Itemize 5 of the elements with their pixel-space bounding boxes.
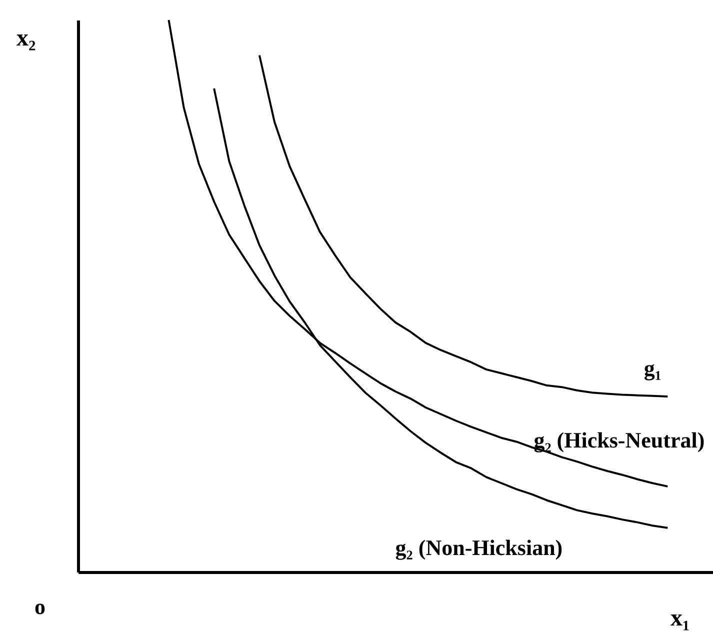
series-label: g₂ (Non-Hicksian): [395, 534, 563, 560]
series-label: g₁: [644, 355, 662, 380]
text: o: [34, 594, 46, 619]
x-axis-title: x₁: [670, 606, 690, 632]
y-axis-title: x₂: [16, 26, 36, 52]
